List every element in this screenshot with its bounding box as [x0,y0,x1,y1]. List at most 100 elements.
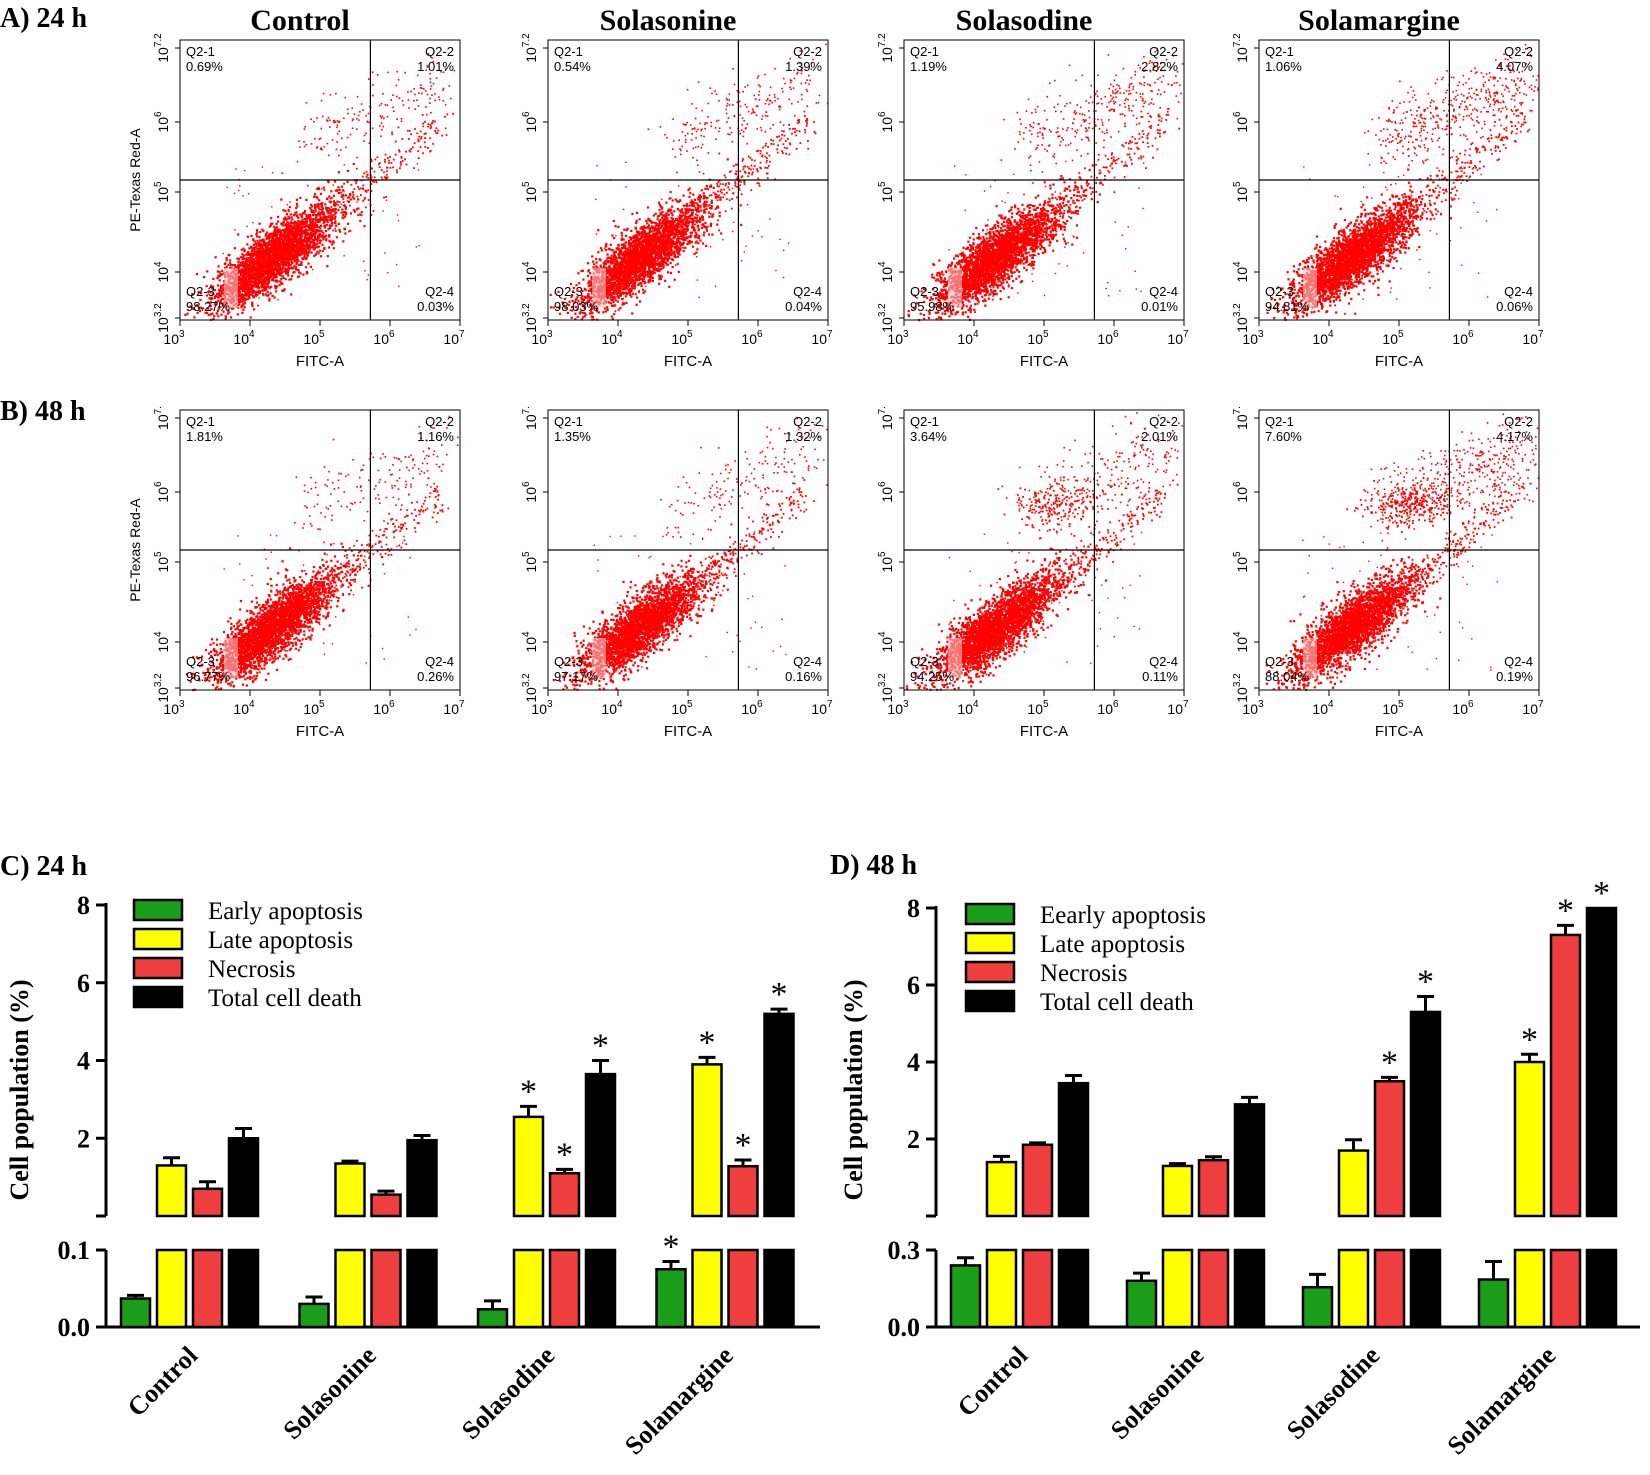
x-tick-label: 104 [233,329,255,347]
y-axis-title: Cell population (%) [839,979,868,1200]
quadrant-label-q3: Q2-3 [186,284,215,299]
x-tick-label: 106 [373,329,395,347]
bar-total-cell-death [1411,1012,1440,1216]
quadrant-label-q4: Q2-4 [425,654,454,669]
bar-necrosis [372,1195,401,1216]
bar-total-cell-death [765,1014,794,1216]
y-tick-label: 104 [153,631,171,653]
y-axis-title: Cell population (%) [5,979,34,1200]
quadrant-label-q2: Q2-2 [1504,44,1533,59]
bar-early-apoptosis [300,1304,329,1327]
quadrant-value-q2: 4.17% [1496,429,1533,444]
quadrant-label-q4: Q2-4 [793,284,822,299]
y-tick-label: 105 [521,551,539,573]
legend-swatch [966,991,1014,1011]
bar-eearly-apoptosis [1127,1281,1156,1327]
legend-label: Necrosis [208,956,295,983]
bar-late-apoptosis-lower [157,1250,186,1327]
x-axis-title: FITC-A [1020,723,1068,740]
category-label: Solasonine [277,1341,381,1445]
x-tick-label: 104 [601,329,623,347]
quadrant-value-q2: 1.01% [417,59,454,74]
quadrant-label-q4: Q2-4 [1504,654,1533,669]
y-tick-label: 107. [153,406,171,430]
significance-marker: * [1593,875,1610,912]
quadrant-label-q3: Q2-3 [1265,654,1294,669]
bar-necrosis-lower [372,1250,401,1327]
bar-necrosis [729,1166,758,1216]
y-tick-label: 6 [77,969,90,998]
quadrant-label-q3: Q2-3 [186,654,215,669]
bar-early-apoptosis [478,1309,507,1327]
quadrant-value-q3: 88.04% [1265,669,1310,684]
panel-label: C) 24 h [0,851,88,882]
y-tick-label: 107. [877,406,895,430]
quadrant-label-q3: Q2-3 [1265,284,1294,299]
y-tick-label: 104 [153,261,171,283]
y-tick-label: 106 [153,481,171,503]
y-tick-label: 106 [521,111,539,133]
significance-marker: * [699,1024,716,1061]
quadrant-label-q2: Q2-2 [425,44,454,59]
y-tick-label: 105 [153,551,171,573]
y-tick-label: 103.2 [521,673,539,703]
y-tick-label: 107.2 [153,33,171,63]
quadrant-label-q1: Q2-1 [186,414,215,429]
x-tick-label: 106 [741,699,763,717]
bar-late-apoptosis [336,1164,365,1216]
quadrant-label-q1: Q2-1 [554,414,583,429]
quadrant-label-q1: Q2-1 [910,414,939,429]
quadrant-label-q3: Q2-3 [554,654,583,669]
quadrant-label-q1: Q2-1 [910,44,939,59]
y-tick-label: 105 [153,181,171,203]
bar-total-cell-death-lower [229,1250,258,1327]
y-tick-label: 103.2 [153,303,171,333]
quadrant-value-q1: 7.60% [1265,429,1302,444]
y-tick-label: 104 [877,261,895,283]
quadrant-value-q3: 94.81% [1265,299,1310,314]
bar-necrosis [550,1173,579,1216]
quadrant-value-q4: 0.11% [1142,669,1178,684]
y-tick-label: 103.2 [1232,303,1250,333]
flow-plot: Q2-11.35%Q2-21.32%Q2-397.17%Q2-40.16%103… [521,406,833,740]
bar-total-cell-death [1235,1104,1264,1216]
quadrant-value-q3: 97.17% [554,669,599,684]
y-tick-label: 106 [153,111,171,133]
y-tick-label: 105 [1232,551,1250,573]
plot-title: Control [250,4,349,37]
quadrant-label-q3: Q2-3 [554,284,583,299]
bar-eearly-apoptosis [951,1265,980,1327]
quadrant-label-q4: Q2-4 [793,654,822,669]
figure: A) 24 h ControlQ2-10.69%Q2-21.01%Q2-398.2… [0,0,1650,1475]
legend-swatch [966,904,1014,924]
y-tick-label: 103.2 [1232,673,1250,703]
quadrant-value-q2: 2.82% [1141,59,1178,74]
significance-marker: * [556,1136,573,1173]
x-axis-title: FITC-A [664,353,712,370]
y-tick-label: 106 [1232,111,1250,133]
y-axis-title: PE-Texas Red-A [127,498,143,602]
quadrant-label-q1: Q2-1 [186,44,215,59]
bar-total-cell-death [408,1140,437,1216]
y-tick-label: 107.2 [1232,33,1250,63]
y-tick-label: 0.0 [58,1313,91,1342]
bar-late-apoptosis-lower [1515,1250,1544,1327]
quadrant-value-q2: 4.07% [1496,59,1533,74]
bar-late-apoptosis-lower [514,1250,543,1327]
y-tick-label: 6 [907,971,920,1000]
flow-panel-a: A) 24 h ControlQ2-10.69%Q2-21.01%Q2-398.2… [0,3,1544,370]
dot-cloud [550,44,829,321]
quadrant-value-q1: 1.81% [186,429,223,444]
quadrant-label-q4: Q2-4 [425,284,454,299]
quadrant-label-q1: Q2-1 [554,44,583,59]
flow-plot: SolamargineQ2-11.06%Q2-24.07%Q2-394.81%Q… [1232,4,1544,370]
legend-swatch [966,962,1014,982]
legend-swatch [134,900,182,920]
category-label: Control [122,1341,203,1422]
legend-swatch [134,987,182,1007]
quadrant-value-q3: 96.77% [186,669,231,684]
y-tick-label: 107.2 [521,33,539,63]
bar-late-apoptosis [987,1162,1016,1216]
legend-label: Total cell death [1040,989,1194,1016]
